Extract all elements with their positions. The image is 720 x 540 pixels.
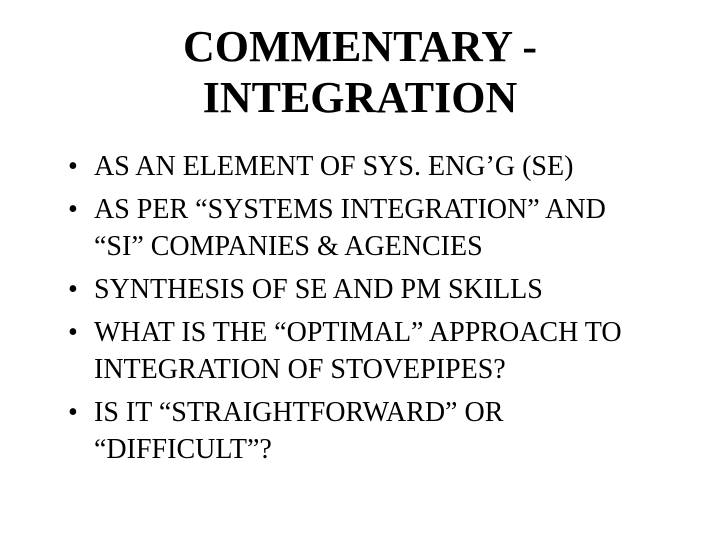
bullet-item: AS AN ELEMENT OF SYS. ENG’G (SE) xyxy=(60,149,660,186)
slide: COMMENTARY - INTEGRATION AS AN ELEMENT O… xyxy=(0,0,720,540)
bullet-item: SYNTHESIS OF SE AND PM SKILLS xyxy=(60,272,660,309)
title-line-2: INTEGRATION xyxy=(203,73,518,122)
bullet-item: IS IT “STRAIGHTFORWARD” OR “DIFFICULT”? xyxy=(60,395,660,469)
bullet-item: AS PER “SYSTEMS INTEGRATION” AND “SI” CO… xyxy=(60,192,660,266)
slide-title: COMMENTARY - INTEGRATION xyxy=(60,22,660,123)
bullet-list: AS AN ELEMENT OF SYS. ENG’G (SE) AS PER … xyxy=(60,149,660,475)
bullet-item: WHAT IS THE “OPTIMAL” APPROACH TO INTEGR… xyxy=(60,315,660,389)
title-line-1: COMMENTARY - xyxy=(183,22,537,71)
